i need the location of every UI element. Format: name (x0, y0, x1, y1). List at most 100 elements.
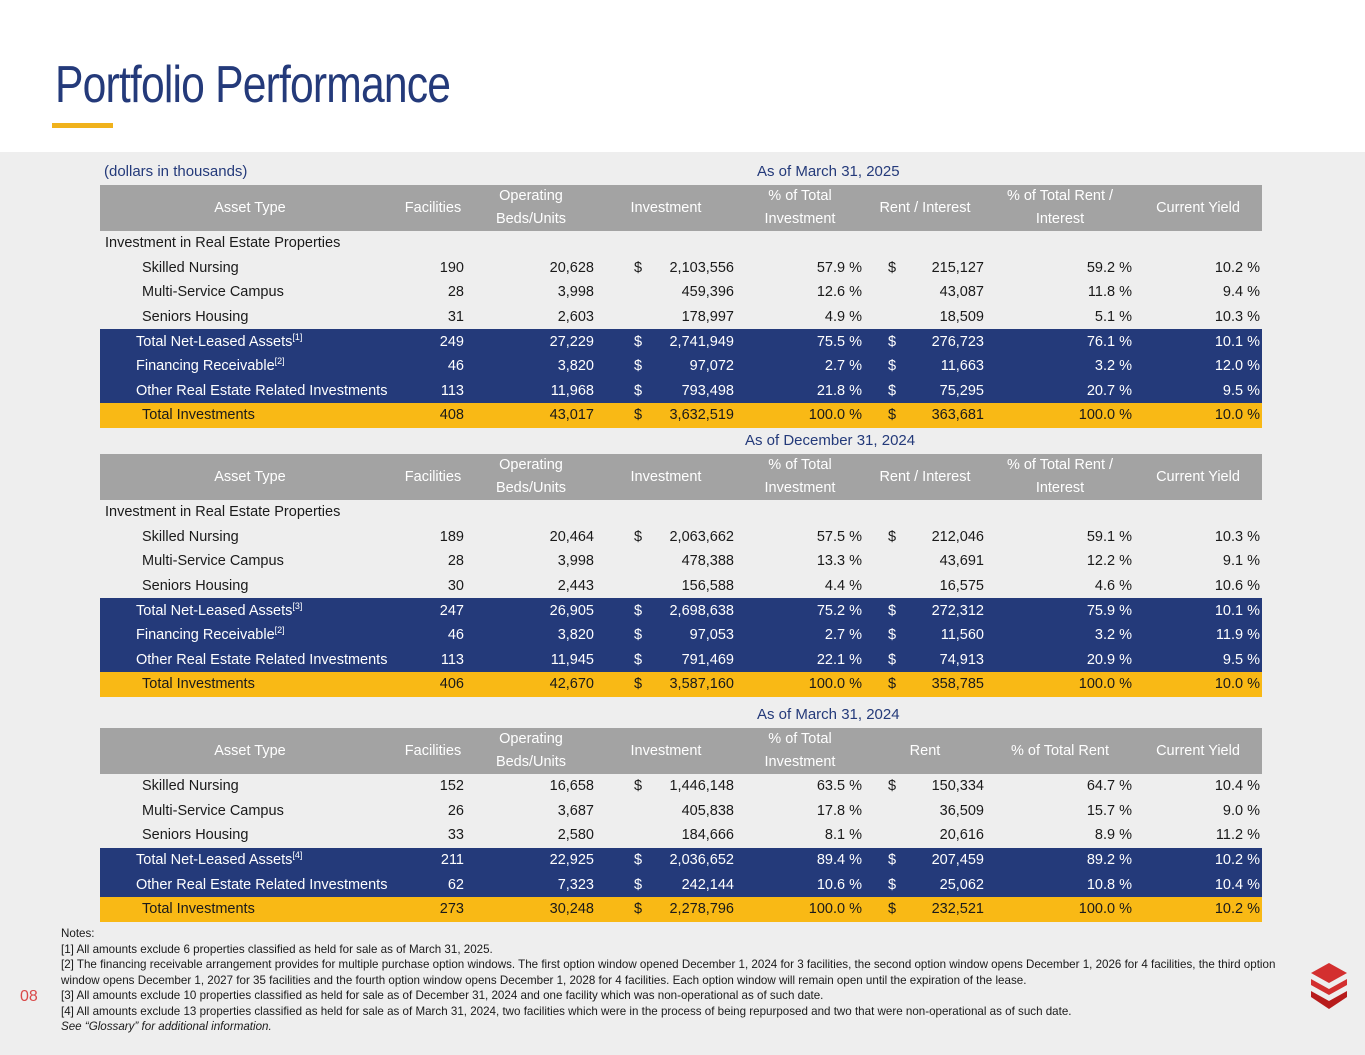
column-header: Facilities (400, 728, 466, 774)
footnotes: Notes: [1] All amounts exclude 6 propert… (61, 926, 1291, 1035)
beds-cell: 3,998 (557, 284, 594, 301)
row-label: Skilled Nursing (142, 259, 239, 276)
beds-cell: 16,658 (549, 778, 594, 795)
facilities-cell: 152 (439, 778, 464, 795)
facilities-cell: 28 (447, 284, 464, 301)
table-row: Multi-Service Campus 28 3,998 478,388 13.3 %… (100, 549, 1262, 574)
column-header: % of Total Investment (736, 185, 864, 231)
currency-symbol: $ (634, 778, 643, 795)
footnote-1: [1] All amounts exclude 6 properties cla… (61, 942, 493, 956)
investment-cell: $97,072 (596, 353, 736, 379)
rent-value: 363,681 (931, 407, 984, 424)
row-label: Multi-Service Campus (142, 553, 284, 570)
pct-rent-cell: 3.2 % (986, 622, 1134, 648)
yield-cell: 9.5 % (1134, 647, 1262, 673)
header-row: Asset Type Facilities Operating Beds/Units… (100, 728, 1262, 774)
pct-rent-cell: 12.2 % (1086, 553, 1132, 570)
investment-cell: 405,838 (596, 799, 736, 824)
currency-symbol: $ (888, 651, 897, 668)
investment-cell: 184,666 (596, 823, 736, 848)
row-label-cell: Total Net-Leased Assets[1] (100, 329, 400, 354)
investment-value: 791,469 (681, 651, 734, 668)
column-header: Investment (596, 728, 736, 774)
pct-rent-cell: 59.2 % (1086, 259, 1132, 276)
column-header: % of Total Investment (736, 728, 864, 774)
footnote-ref: [2] (274, 625, 285, 636)
row-label: Other Real Estate Related Investments (136, 651, 388, 668)
row-label-cell: Skilled Nursing (100, 525, 400, 550)
investment-cell: $2,103,556 (596, 256, 736, 281)
rent-cell: $75,295 (864, 378, 986, 404)
beds-cell: 7,323 (466, 872, 596, 897)
investment-value: 97,053 (689, 627, 734, 644)
investment-cell: 459,396 (596, 280, 736, 305)
column-header: % of Total Rent / Interest (986, 185, 1134, 231)
investment-value: 2,063,662 (669, 528, 734, 545)
yield-cell: 10.1 % (1134, 598, 1262, 623)
pct-investment-cell: 57.9 % (816, 259, 862, 276)
investment-cell: $3,587,160 (596, 672, 736, 697)
row-label: Total Investments (142, 901, 255, 918)
pct-rent-cell: 20.9 % (986, 647, 1134, 673)
investment-cell: $2,063,662 (596, 525, 736, 550)
currency-symbol: $ (634, 358, 643, 375)
beds-cell: 20,464 (549, 528, 594, 545)
pct-investment-cell: 4.9 % (824, 309, 862, 326)
investment-cell: $242,144 (596, 872, 736, 897)
row-label-cell: Seniors Housing (100, 305, 400, 330)
investment-value: 459,396 (681, 284, 734, 301)
rent-cell: $25,062 (864, 872, 986, 897)
section-title-2: As of March 31, 2024 (757, 706, 900, 723)
table-row: Total Net-Leased Assets[1] 249 27,229 $2,74… (100, 329, 1262, 354)
row-label: Total Net-Leased Assets (136, 852, 293, 869)
currency-symbol: $ (634, 333, 643, 350)
footnote-2: [2] The financing receivable arrangement… (61, 958, 1276, 987)
column-header: Facilities (400, 185, 466, 231)
beds-cell: 2,580 (557, 827, 594, 844)
group-label: Investment in Real Estate Properties (105, 504, 341, 521)
pct-rent-cell: 64.7 % (1086, 778, 1132, 795)
rent-value: 75,295 (939, 382, 984, 399)
row-label: Skilled Nursing (142, 778, 239, 795)
performance-table-dec-2024: Asset Type Facilities Operating Beds/Units… (100, 454, 1262, 697)
facilities-cell: 408 (400, 403, 466, 428)
performance-table-mar-2025: Asset Type Facilities Operating Beds/Units… (100, 185, 1262, 428)
investment-cell: $793,498 (596, 378, 736, 404)
row-label: Seniors Housing (142, 309, 249, 326)
rent-value: 36,509 (939, 802, 984, 819)
column-header: % of Total Rent (986, 728, 1134, 774)
yield-cell: 10.3 % (1214, 309, 1260, 326)
footnote-ref: [1] (292, 331, 303, 342)
facilities-cell: 189 (439, 528, 464, 545)
column-header: Current Yield (1134, 185, 1262, 231)
rent-value: 74,913 (939, 651, 984, 668)
yield-cell: 10.2 % (1134, 896, 1262, 922)
row-label-cell: Other Real Estate Related Investments (100, 378, 400, 404)
row-label: Total Investments (142, 676, 255, 693)
page-title: Portfolio Performance (55, 56, 451, 114)
row-label: Multi-Service Campus (142, 802, 284, 819)
units-note: (dollars in thousands) (104, 163, 248, 180)
yield-cell: 10.1 % (1134, 329, 1262, 354)
pct-rent-cell: 100.0 % (986, 896, 1134, 922)
investment-value: 1,446,148 (669, 778, 734, 795)
investment-value: 478,388 (681, 553, 734, 570)
row-label: Seniors Housing (142, 578, 249, 595)
column-header: Asset Type (100, 454, 400, 500)
yield-cell: 10.0 % (1134, 672, 1262, 697)
currency-symbol: $ (634, 407, 643, 424)
rent-value: 25,062 (939, 876, 984, 893)
investment-cell: 178,997 (596, 305, 736, 330)
section-title-1: As of December 31, 2024 (745, 432, 916, 449)
glossary-note: See “Glossary” for additional informatio… (61, 1020, 272, 1033)
table-row: Other Real Estate Related Investments 113… (100, 647, 1262, 673)
row-label-cell: Seniors Housing (100, 823, 400, 848)
currency-symbol: $ (888, 333, 897, 350)
pct-investment-cell: 10.6 % (736, 872, 864, 897)
pct-rent-cell: 5.1 % (1094, 309, 1132, 326)
pct-investment-cell: 63.5 % (816, 778, 862, 795)
pct-rent-cell: 75.9 % (986, 598, 1134, 623)
table-row: Total Investments 273 30,248 $2,278,796 100.… (100, 896, 1262, 922)
pct-investment-cell: 100.0 % (736, 896, 864, 922)
row-label-cell: Skilled Nursing (100, 774, 400, 799)
